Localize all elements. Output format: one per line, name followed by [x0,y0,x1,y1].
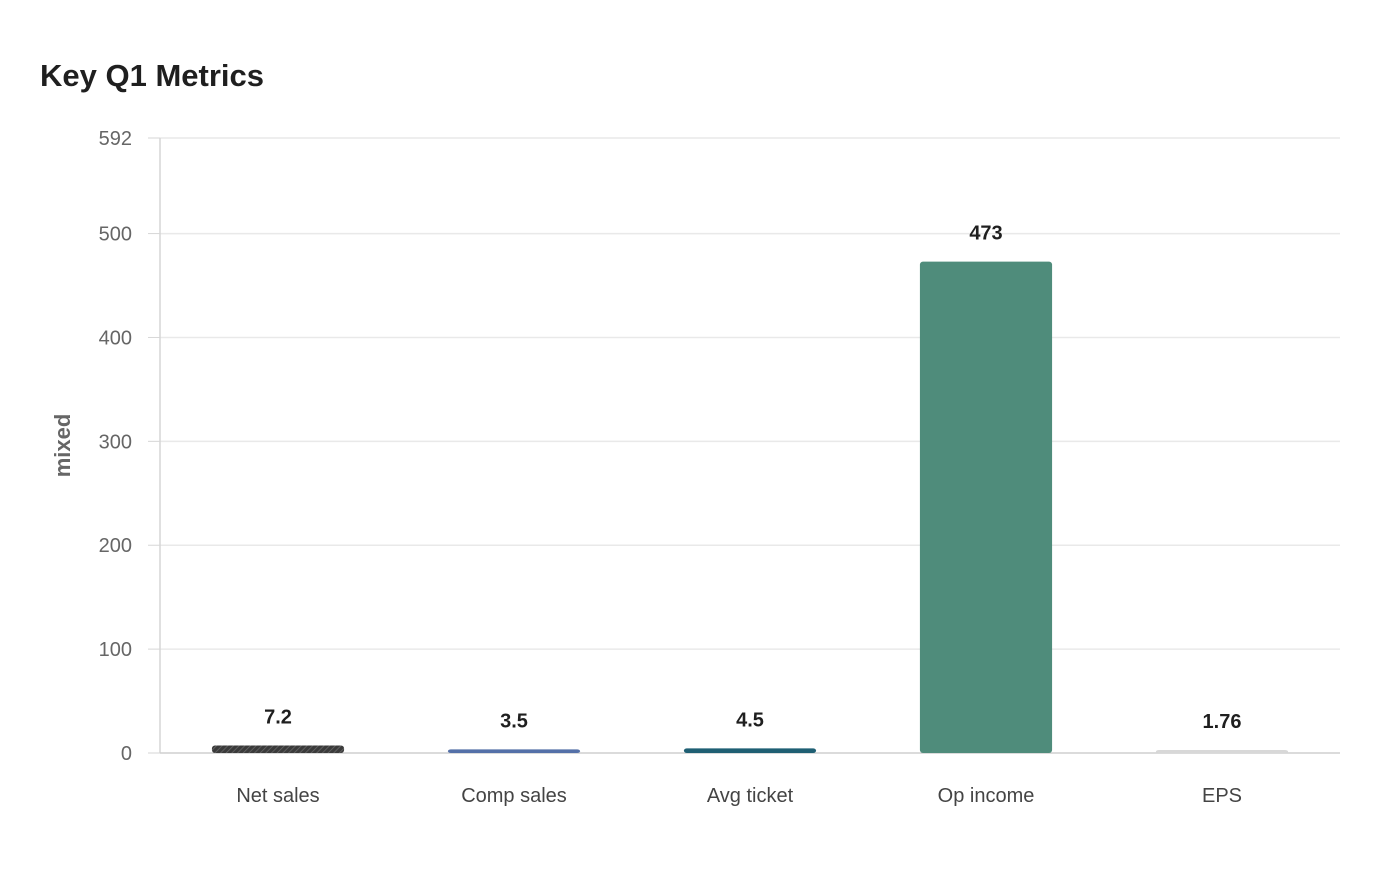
bars [211,261,1289,753]
y-axis-ticks: 0 100 200 300 400 500 592 [99,128,160,765]
x-tick-label: Avg ticket [707,785,794,807]
y-axis-title: mixed [50,414,75,478]
value-label: 7.2 [264,707,292,729]
bar-comp-sales [447,749,581,753]
y-tick-label: 592 [99,128,132,150]
value-label: 1.76 [1203,711,1242,733]
value-label: 4.5 [736,709,764,731]
bar-avg-ticket [683,748,817,753]
value-labels: 7.2 3.5 4.5 473 1.76 [264,223,1241,733]
bar-eps [1155,750,1289,753]
y-tick-label: 200 [99,535,132,557]
x-tick-label: Op income [938,785,1035,807]
x-axis-labels: Net sales Comp sales Avg ticket Op income EP… [236,785,1242,807]
y-tick-label: 300 [99,431,132,453]
y-tick-label: 400 [99,327,132,349]
bar-op-income [919,261,1053,753]
x-tick-label: Comp sales [461,785,567,807]
chart-title: Key Q1 Metrics [40,58,264,93]
x-tick-label: Net sales [236,785,319,807]
y-tick-label: 100 [99,639,132,661]
bar-net-sales [211,745,345,753]
value-label: 3.5 [500,710,528,732]
x-tick-label: EPS [1202,785,1242,807]
gridlines [160,137,1340,650]
value-label: 473 [969,223,1002,245]
y-tick-label: 500 [99,224,132,246]
y-tick-label: 0 [121,743,132,765]
